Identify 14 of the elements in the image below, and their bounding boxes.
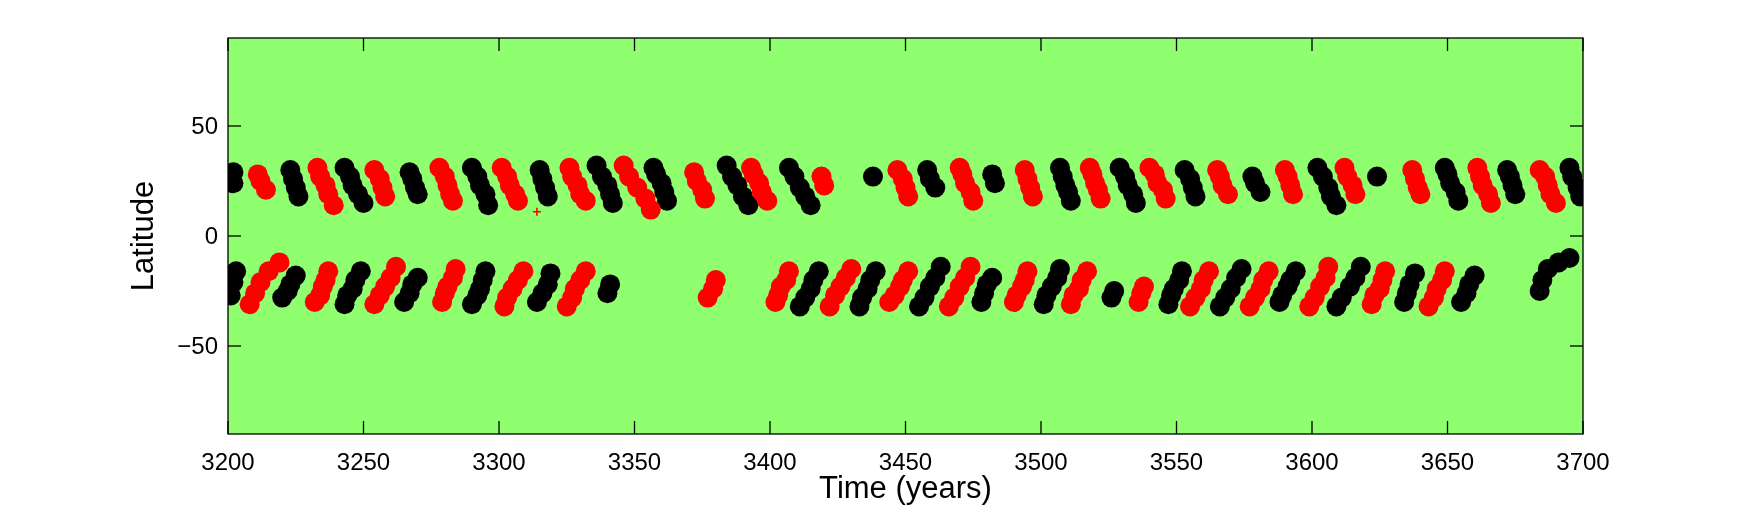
y-axis-title: Latitude bbox=[125, 180, 160, 292]
x-tick-label: 3350 bbox=[607, 448, 662, 475]
x-tick-label: 3500 bbox=[1014, 448, 1068, 475]
x-tick-label: 3400 bbox=[743, 448, 797, 475]
y-tick-label: 50 bbox=[191, 112, 218, 140]
y-tick-label: 0 bbox=[204, 222, 218, 250]
x-tick-label: 3250 bbox=[336, 448, 391, 475]
y-tick-label: −50 bbox=[177, 332, 218, 360]
x-tick-label: 3300 bbox=[472, 448, 526, 475]
x-tick-label: 3550 bbox=[1149, 448, 1204, 475]
x-tick-label: 3700 bbox=[1556, 448, 1610, 475]
x-tick-label: 3650 bbox=[1420, 448, 1475, 475]
x-tick-label: 3600 bbox=[1285, 448, 1339, 475]
x-tick-label: 3200 bbox=[201, 448, 255, 475]
